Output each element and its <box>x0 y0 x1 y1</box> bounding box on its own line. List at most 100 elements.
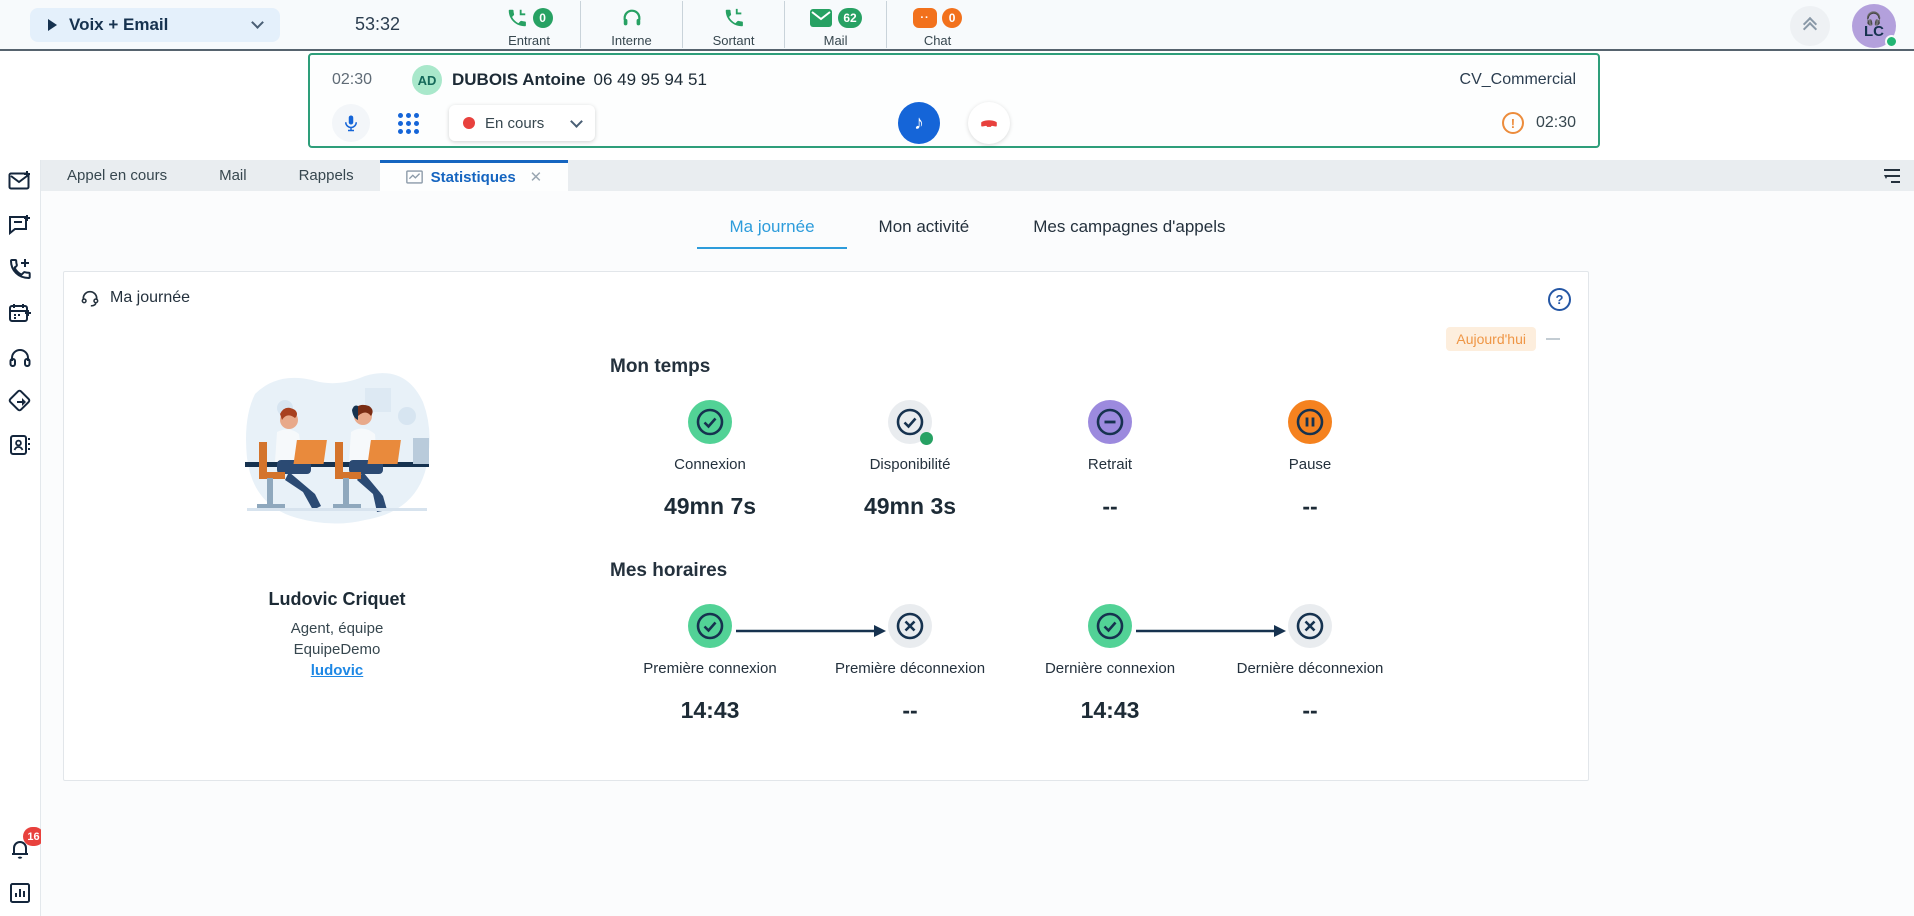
channel-chat[interactable]: ·· 0 Chat <box>886 1 988 48</box>
channel-mail[interactable]: 62 Mail <box>784 1 886 48</box>
channel-sortant[interactable]: Sortant <box>682 1 784 48</box>
user-avatar[interactable]: 🎧 LC <box>1852 4 1898 48</box>
chart-tab-icon <box>405 170 423 184</box>
workspace-tabbar: Appel en cours Mail Rappels Statistiques… <box>41 160 1914 191</box>
stats-subtabs: Ma journée Mon activité Mes campagnes d'… <box>41 191 1914 249</box>
entrant-count-badge: 0 <box>532 8 553 28</box>
agents-illustration <box>245 373 430 524</box>
tab-mail[interactable]: Mail <box>219 167 247 184</box>
contact-name: DUBOIS Antoine <box>452 70 586 89</box>
headset-icon <box>621 7 643 29</box>
mon-temps-title: Mon temps <box>610 356 711 377</box>
derniere-deconnexion-value: -- <box>1302 697 1318 723</box>
stat-pause: Pause -- <box>1210 400 1410 520</box>
top-toolbar: Voix + Email 53:32 0 Entrant <box>0 0 1914 49</box>
call-duration: 02:30 <box>332 71 373 88</box>
call-status-dropdown[interactable]: En cours <box>449 105 595 141</box>
statistics-content: Ma journée Mon activité Mes campagnes d'… <box>41 191 1914 916</box>
campaign-name: CV_Commercial <box>1459 71 1576 88</box>
user-status-dot <box>1885 35 1898 48</box>
headset-avatar-icon: 🎧 <box>1865 11 1883 26</box>
stat-disponibilite: Disponibilité 49mn 3s <box>810 400 1010 520</box>
subtab-mon-activite[interactable]: Mon activité <box>878 217 970 236</box>
close-tab-icon[interactable]: ✕ <box>529 169 543 186</box>
retrait-value: -- <box>1102 493 1118 519</box>
new-call-button[interactable] <box>7 256 33 282</box>
stat-premiere-deconnexion: Première déconnexion -- <box>810 604 1010 724</box>
tab-statistiques[interactable]: Statistiques ✕ <box>379 160 569 191</box>
channel-mode-selector[interactable]: Voix + Email <box>30 7 280 42</box>
cross-circle-icon <box>1288 604 1332 648</box>
tab-rappels[interactable]: Rappels <box>298 167 354 184</box>
period-dash <box>1546 338 1560 340</box>
chat-label: Chat <box>923 33 952 48</box>
channel-interne[interactable]: Interne <box>580 1 682 48</box>
new-event-button[interactable] <box>7 300 33 326</box>
chat-icon: ·· <box>913 8 938 28</box>
sortant-label: Sortant <box>712 33 755 48</box>
notifications-count-badge: 16 <box>23 827 44 846</box>
agent-block: Ludovic Criquet Agent, équipe EquipeDemo… <box>64 354 610 679</box>
user-initials: LC <box>1864 23 1884 40</box>
stat-connexion: Connexion 49mn 7s <box>610 400 810 520</box>
cross-circle-icon <box>888 604 932 648</box>
arrow-right-icon <box>736 625 886 637</box>
tab-appel-en-cours[interactable]: Appel en cours <box>67 167 168 184</box>
left-sidebar: 16 <box>0 160 44 916</box>
minus-circle-icon <box>1088 400 1132 444</box>
mes-horaires-section: Mes horaires Première connexion 14:43 <box>610 560 1570 724</box>
agent-login-link[interactable]: ludovic <box>310 662 364 679</box>
available-dot-icon <box>920 432 933 445</box>
music-note-icon: ♪ <box>914 111 924 134</box>
new-chat-button[interactable] <box>7 212 33 238</box>
transfer-button[interactable] <box>7 388 33 414</box>
contact-phone: 06 49 95 94 51 <box>593 70 707 89</box>
play-icon <box>48 18 57 31</box>
hold-timer: 02:30 <box>1535 114 1576 131</box>
help-button[interactable]: ? <box>1548 288 1571 311</box>
agent-name: Ludovic Criquet <box>268 589 406 609</box>
stat-premiere-connexion: Première connexion 14:43 <box>610 604 810 724</box>
collapse-banner-button[interactable] <box>1790 6 1830 46</box>
pause-value: -- <box>1302 493 1318 519</box>
mail-count-badge: 62 <box>838 8 862 28</box>
call-status-label: En cours <box>485 114 545 132</box>
stat-derniere-connexion: Dernière connexion 14:43 <box>1010 604 1210 724</box>
headset-panel-icon <box>80 288 100 307</box>
notifications-bell-button[interactable]: 16 <box>7 827 44 862</box>
panel-filter-icon[interactable] <box>1882 168 1902 184</box>
contacts-book-button[interactable] <box>7 432 33 458</box>
dialpad-button[interactable] <box>398 112 419 134</box>
entrant-label: Entrant <box>508 33 550 48</box>
statistics-panel-button[interactable] <box>7 880 33 906</box>
mute-microphone-button[interactable] <box>332 104 370 142</box>
subtab-ma-journee[interactable]: Ma journée <box>697 209 847 249</box>
check-dot-circle-icon <box>888 400 933 445</box>
mes-horaires-title: Mes horaires <box>610 560 728 581</box>
chevron-down-icon <box>251 16 264 29</box>
channel-entrant[interactable]: 0 Entrant <box>478 1 580 48</box>
mon-temps-section: Mon temps Connexion 49mn 7s <box>610 356 1570 520</box>
subtab-mes-campagnes[interactable]: Mes campagnes d'appels <box>1033 217 1226 236</box>
hold-music-button[interactable]: ♪ <box>898 102 940 144</box>
hangup-button[interactable] <box>968 102 1010 144</box>
supervision-headset-button[interactable] <box>7 344 33 370</box>
contact-avatar: AD <box>412 65 442 95</box>
stat-derniere-deconnexion: Dernière déconnexion -- <box>1210 604 1410 724</box>
phone-outgoing-icon <box>723 7 745 29</box>
check-circle-icon <box>688 400 732 444</box>
channel-mode-label: Voix + Email <box>69 14 169 34</box>
interne-label: Interne <box>611 33 652 48</box>
disponibilite-value: 49mn 3s <box>863 493 957 519</box>
connexion-value: 49mn 7s <box>663 493 757 519</box>
new-mail-button[interactable] <box>7 168 33 194</box>
check-circle-icon <box>1088 604 1132 648</box>
hangup-phone-icon <box>978 112 1000 134</box>
active-call-card: 02:30 AD DUBOIS Antoine 06 49 95 94 51 C… <box>308 53 1600 148</box>
ma-journee-panel: Ma journée ? Aujourd'hui <box>63 271 1589 781</box>
agent-role: Agent, équipe EquipeDemo <box>290 620 384 658</box>
warning-icon: ! <box>1501 112 1524 134</box>
period-selector[interactable]: Aujourd'hui <box>1446 327 1536 351</box>
premiere-deconnexion-value: -- <box>902 697 918 723</box>
